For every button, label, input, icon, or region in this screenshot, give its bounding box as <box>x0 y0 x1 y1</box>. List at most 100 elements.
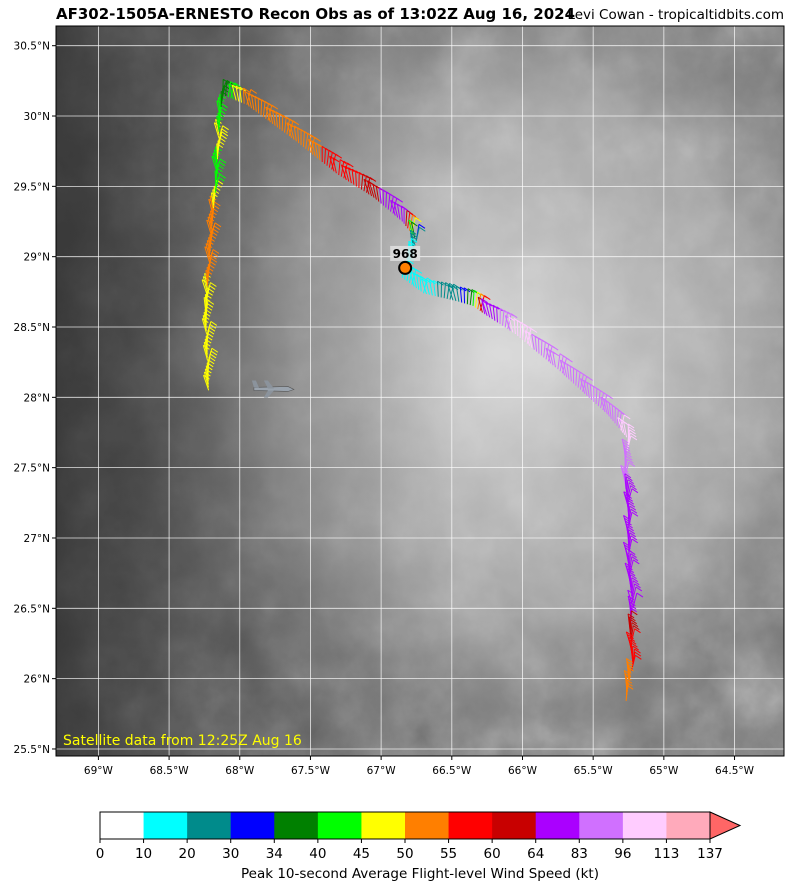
lon-tick-label: 69°W <box>84 765 114 777</box>
wind-barb <box>433 280 436 297</box>
wind-barb <box>202 345 209 361</box>
wind-barb-flag <box>626 523 633 529</box>
wind-barb-flag <box>228 83 235 89</box>
colorbar-segment <box>666 812 711 839</box>
wind-barb-flag <box>627 613 635 619</box>
wind-barb-flag <box>459 286 467 292</box>
wind-barb-flag <box>629 616 636 622</box>
wind-barb-flag <box>631 577 639 583</box>
wind-barb-flag <box>214 201 221 207</box>
wind-barb <box>215 119 220 135</box>
lon-tick-label: 68.5°W <box>150 765 190 777</box>
wind-barb <box>425 279 430 295</box>
wind-barb <box>228 84 234 100</box>
aircraft-icon <box>251 380 295 398</box>
wind-barb <box>502 310 505 326</box>
colorbar-tick-label: 45 <box>352 846 371 862</box>
wind-barb <box>262 101 266 118</box>
wind-barb <box>227 81 232 98</box>
wind-barb <box>318 144 321 161</box>
wind-barb <box>343 162 348 179</box>
colorbar-segment <box>100 812 145 839</box>
wind-barb <box>231 84 237 101</box>
wind-barb <box>230 82 235 99</box>
wind-barb <box>625 685 628 701</box>
wind-barb <box>534 336 538 352</box>
wind-barb-flag <box>210 257 218 263</box>
wind-barb <box>203 297 207 313</box>
wind-barb-flag <box>530 328 538 333</box>
wind-barb <box>569 365 572 382</box>
wind-barb-flag <box>632 625 640 631</box>
wind-barb <box>224 80 228 97</box>
wind-barb <box>216 100 221 117</box>
wind-barb-flag <box>355 170 362 176</box>
wind-barb-flag <box>606 394 614 400</box>
wind-barb-flag <box>415 217 422 223</box>
wind-barb <box>393 202 399 218</box>
wind-barb <box>583 380 588 396</box>
wind-barb-flag <box>419 275 427 281</box>
colorbar-segment <box>230 812 275 839</box>
wind-barb-flag <box>629 505 637 511</box>
axis-ticks: 69°W 68.5°W 68°W 67.5°W 67°W 66.5°W 66°W 65.5°W… <box>14 41 755 777</box>
satellite-timestamp: Satellite data from 12:25Z Aug 16 <box>63 733 302 749</box>
wind-barb-flag <box>624 473 632 479</box>
colorbar-tick-label: 113 <box>653 846 680 862</box>
wind-barb-flag <box>630 553 637 559</box>
wind-barb <box>250 94 255 111</box>
wind-barb <box>624 547 629 564</box>
wind-barb-flag <box>419 226 426 232</box>
wind-barb-flag <box>441 281 448 287</box>
wind-barb-flag <box>209 323 217 329</box>
wind-barb-flag <box>369 176 377 182</box>
wind-barb <box>211 155 218 172</box>
wind-barb <box>605 400 610 417</box>
wind-barb <box>305 133 309 149</box>
lon-tick-label: 66.5°W <box>432 765 472 777</box>
wind-barb-flag <box>362 173 370 179</box>
wind-barb-flag <box>627 666 634 672</box>
wind-barb <box>260 99 263 116</box>
wind-barb <box>207 348 213 364</box>
wind-barb-flag <box>552 351 560 357</box>
wind-barb-flag <box>411 221 418 227</box>
wind-barb-flag <box>250 89 258 94</box>
wind-barb-flag <box>623 446 631 452</box>
wind-barb-flag <box>626 658 633 663</box>
wind-barb-flag <box>631 488 639 494</box>
wind-barb-flag <box>627 589 635 595</box>
wind-barb <box>206 219 212 236</box>
wind-barb <box>344 166 350 182</box>
wind-barb <box>308 139 314 155</box>
wind-barb-flag <box>629 604 637 610</box>
wind-barb-flag <box>213 225 220 231</box>
wind-barb <box>566 363 570 380</box>
wind-barb <box>204 339 208 355</box>
satellite-background <box>56 26 784 756</box>
wind-barb <box>217 112 220 129</box>
wind-barb-flag <box>507 311 514 317</box>
wind-barb-flag <box>234 82 241 88</box>
wind-barb <box>416 274 420 290</box>
wind-barb-flag <box>211 251 219 257</box>
wind-barb-flag <box>425 278 432 284</box>
wind-barb <box>272 110 276 126</box>
wind-speed-colorbar <box>99 811 742 843</box>
wind-barb <box>589 384 593 400</box>
wind-barb-flag <box>630 619 637 625</box>
wind-barb <box>618 412 622 429</box>
storm-center-dot <box>398 260 413 275</box>
wind-barb-flag <box>630 485 637 491</box>
wind-barb-flag <box>449 282 456 288</box>
wind-barb-flag <box>445 282 452 288</box>
wind-barb-flag <box>467 288 475 294</box>
wind-barb-flag <box>289 123 297 129</box>
wind-barb-flag <box>292 120 300 126</box>
wind-barb-flag <box>214 222 222 228</box>
wind-barb <box>219 94 222 111</box>
wind-barb <box>488 303 493 320</box>
wind-barb <box>202 276 208 292</box>
wind-barb-flag <box>628 598 635 604</box>
wind-barb <box>203 371 210 388</box>
